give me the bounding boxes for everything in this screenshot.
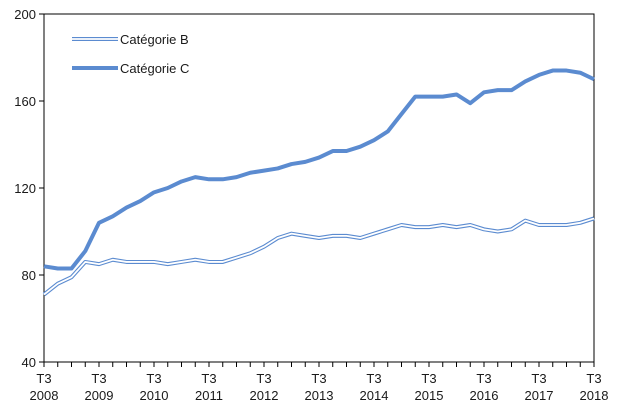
x-tick-label-quarter: T3 [476,371,491,386]
x-tick-label-year: 2010 [140,388,169,403]
x-tick-label-year: 2018 [580,388,609,403]
legend: Catégorie B Catégorie C [72,32,189,76]
x-tick-label-quarter: T3 [586,371,601,386]
x-tick-label-year: 2015 [415,388,444,403]
x-tick-label-quarter: T3 [311,371,326,386]
x-tick-label-year: 2009 [85,388,114,403]
x-tick-label-year: 2017 [525,388,554,403]
y-tick-label: 160 [14,94,36,109]
x-tick-label-quarter: T3 [366,371,381,386]
x-tick-label-quarter: T3 [256,371,271,386]
x-tick-label-year: 2011 [195,388,223,403]
x-tick-label-year: 2014 [360,388,389,403]
x-tick-label-quarter: T3 [531,371,546,386]
x-tick-label-year: 2012 [250,388,279,403]
y-tick-label: 80 [22,268,36,283]
x-tick-label-quarter: T3 [146,371,161,386]
y-tick-label: 200 [14,7,36,22]
series-layer [42,68,595,297]
y-tick-label: 40 [22,355,36,370]
legend-label-categorie-b: Catégorie B [120,32,189,47]
x-tick-label-quarter: T3 [201,371,216,386]
y-tick-label: 120 [14,181,36,196]
y-axis: 40 80 120 160 200 [14,7,44,370]
series-categorie-b-line-inner [43,217,595,296]
x-tick-label-quarter: T3 [421,371,436,386]
x-tick-label-year: 2008 [30,388,59,403]
x-tick-label-quarter: T3 [91,371,106,386]
x-tick-label-quarter: T3 [36,371,51,386]
series-categorie-c-line [43,68,595,271]
x-axis: T3 2008 T3 2009 T3 2010 T3 2011 T3 2012 T3 2013 T3 20… [30,362,609,403]
legend-label-categorie-c: Catégorie C [120,61,189,76]
x-tick-label-year: 2013 [305,388,334,403]
x-tick-label-year: 2016 [470,388,499,403]
